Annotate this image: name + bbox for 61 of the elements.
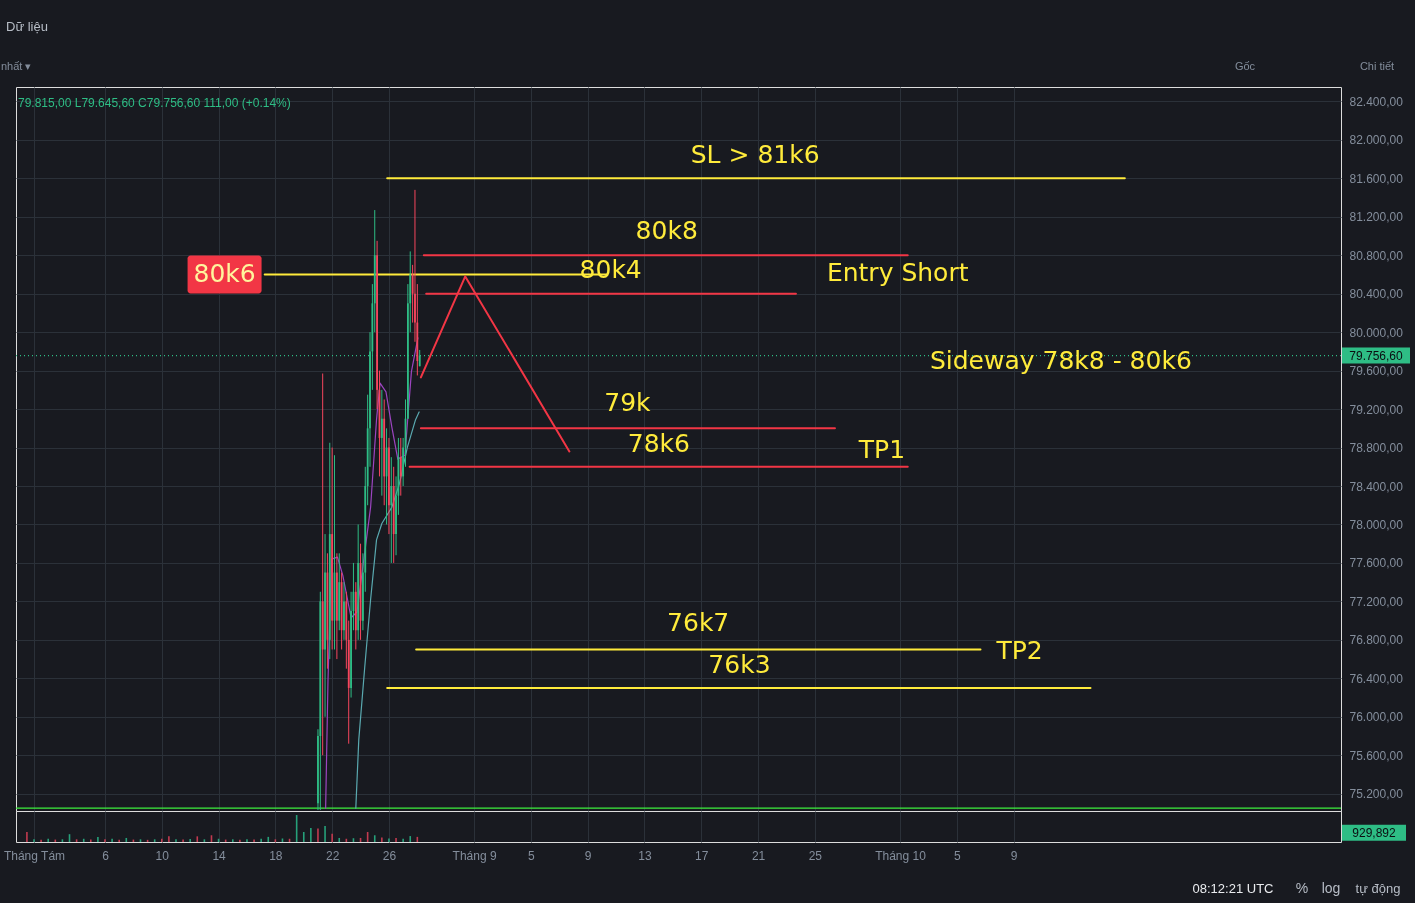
y-tick-label: 78.400,00 [1349,479,1404,494]
y-tick-label: 76.400,00 [1349,671,1404,686]
annotation: SL > 81k6 [690,140,820,169]
y-tick-label: 78.000,00 [1349,517,1404,532]
annotation: 80k8 [635,216,698,245]
x-tick-label: 6 [102,848,110,863]
x-tick-label: 26 [382,848,397,863]
y-tick-label: 82.400,00 [1349,94,1404,109]
y-tick-label: 79.200,00 [1349,402,1404,417]
text: log [1321,880,1341,896]
text: Gốc [1234,60,1256,72]
y-tick-label: 79.600,00 [1349,364,1404,379]
text: Chi tiết [1359,60,1395,72]
y-tick-label: 80.400,00 [1349,287,1404,302]
annotation: 76k3 [708,650,771,679]
annotation: TP2 [995,636,1043,665]
x-tick-label: 25 [808,848,823,863]
x-tick-label: 18 [269,848,283,863]
annotation: 76k7 [667,608,730,637]
x-tick-label: 22 [325,848,340,863]
text: 79.815,00 L79.645,60 C79.756,60 111,00 (+0.14%) [18,96,291,110]
y-tick-label: 80.800,00 [1349,248,1404,263]
annotation: TP1 [857,435,906,464]
text: 08:12:21 UTC [1192,881,1274,896]
candlestick [343,581,345,641]
y-tick-label: 81.200,00 [1349,210,1404,225]
candlestick [388,437,390,535]
text: % [1295,880,1309,896]
y-tick-label: 78.800,00 [1349,441,1404,456]
y-tick-label: 77.200,00 [1349,594,1404,609]
ref-line-label: 79.756,60 [1349,348,1404,363]
x-tick-label: 13 [638,848,652,863]
x-tick-label: 17 [695,848,709,863]
y-tick-label: 77.600,00 [1349,556,1404,571]
y-tick-label: 75.200,00 [1349,787,1404,802]
x-tick-label: Tháng Tám [3,848,66,863]
y-tick-label: 82.000,00 [1349,133,1404,148]
annotation: 80k4 [579,255,642,284]
annotation: 78k6 [627,429,690,458]
x-tick-label: 5 [953,848,961,863]
x-tick-label: 14 [212,848,227,863]
x-tick-label: 10 [155,848,170,863]
y-tick-label: 76.000,00 [1349,710,1404,725]
x-tick-label: 21 [751,848,766,863]
x-tick-label: 9 [1010,848,1018,863]
y-tick-label: 80.000,00 [1349,325,1404,340]
text: nhất ▾ [1,60,32,72]
text: 929,892 [1352,825,1397,840]
x-tick-label: 9 [584,848,592,863]
y-tick-label: 81.600,00 [1349,171,1404,186]
annotation: Sideway 78k8 - 80k6 [929,346,1192,375]
series-label: 80k6 [193,259,256,289]
text: tự động [1355,881,1401,896]
y-tick-label: 75.600,00 [1349,748,1404,763]
annotation: Entry Short [826,258,969,287]
annotation: 79k [604,388,652,417]
x-tick-label: Tháng 9 [452,848,497,863]
x-tick-label: Tháng 10 [875,848,927,863]
x-tick-label: 5 [528,848,536,863]
chart-title: Dữ liệu [6,19,48,34]
y-tick-label: 76.800,00 [1349,633,1404,648]
